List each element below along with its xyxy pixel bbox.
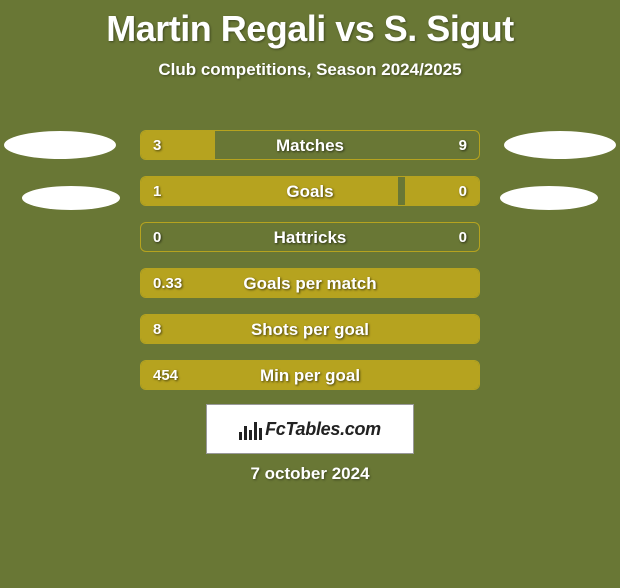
brand-label: FcTables.com: [265, 419, 381, 440]
player-right-avatar-top: [504, 131, 616, 159]
bar-hattricks-value-right: 0: [459, 223, 467, 252]
bar-matches-value-right: 9: [459, 131, 467, 160]
bar-goals-per-match: 0.33 Goals per match: [140, 268, 480, 298]
date-label: 7 october 2024: [0, 464, 620, 484]
subtitle: Club competitions, Season 2024/2025: [0, 60, 620, 80]
stat-bars: 3 Matches 9 1 Goals 0 0 Hattricks 0 0.33…: [140, 130, 480, 406]
bar-goals-per-match-label: Goals per match: [141, 269, 479, 298]
bar-hattricks: 0 Hattricks 0: [140, 222, 480, 252]
bar-min-per-goal-label: Min per goal: [141, 361, 479, 390]
bar-goals-label: Goals: [141, 177, 479, 206]
bar-min-per-goal: 454 Min per goal: [140, 360, 480, 390]
bar-shots-per-goal: 8 Shots per goal: [140, 314, 480, 344]
bar-shots-per-goal-label: Shots per goal: [141, 315, 479, 344]
bar-matches-label: Matches: [141, 131, 479, 160]
bar-hattricks-label: Hattricks: [141, 223, 479, 252]
player-right-avatar-bottom: [500, 186, 598, 210]
page-title: Martin Regali vs S. Sigut: [0, 8, 620, 50]
bar-goals-value-right: 0: [459, 177, 467, 206]
bar-goals: 1 Goals 0: [140, 176, 480, 206]
player-left-avatar-top: [4, 131, 116, 159]
bar-chart-icon: [239, 418, 261, 440]
player-left-avatar-bottom: [22, 186, 120, 210]
bar-matches: 3 Matches 9: [140, 130, 480, 160]
brand-box[interactable]: FcTables.com: [206, 404, 414, 454]
